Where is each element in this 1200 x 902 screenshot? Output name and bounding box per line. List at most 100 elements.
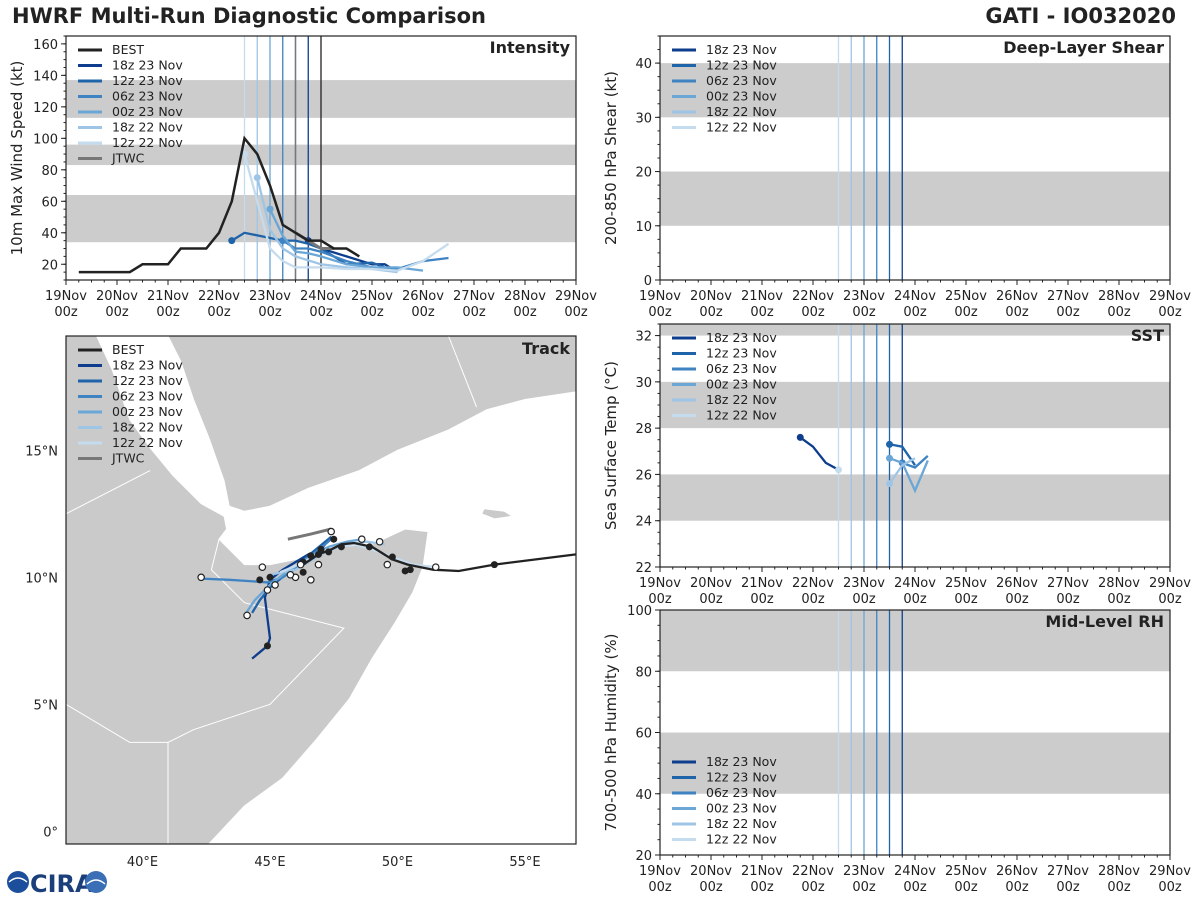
y-tick-label: 30 [635,376,652,391]
forecast-track [251,535,333,660]
x-tick-label: 29Nov [1149,864,1191,879]
legend-label: 18z 23 Nov [112,58,183,73]
x-tick-label: 24Nov [894,864,936,879]
x-tick-label: 27Nov [1047,289,1089,304]
chart-title: Track [522,339,570,358]
y-tick-label: 40 [635,788,652,803]
y-tick-label: 28 [635,422,652,437]
x-tick-label: 00z [852,305,876,320]
x-tick-label: 00z [1005,880,1029,895]
x-tick-label: 25Nov [945,289,987,304]
x-tick-label: 25Nov [351,289,393,304]
legend-label: 18z 23 Nov [706,42,777,57]
x-tick-label: 29Nov [555,289,597,304]
forecast-line [888,457,916,485]
y-tick-label: 20 [635,849,652,864]
track-point-open [243,611,251,620]
legend-label: BEST [112,42,144,57]
legend-label: JTWC [111,451,145,466]
x-tick-label: 00z [513,305,537,320]
x-tick-label: 00z [1005,305,1029,320]
arabian-land [66,335,577,512]
forecast-line [231,231,386,269]
forecast-start-point [228,237,236,245]
border-line [448,335,478,408]
x-tick-label: 26Nov [996,864,1038,879]
legend-label: 12z 23 Nov [706,346,777,361]
legend-label: BEST [112,342,144,357]
x-tick-label: 00z [954,880,978,895]
track-point-filled [317,545,325,553]
track-point-open [286,570,295,579]
x-tick-label: 00z [699,880,723,895]
y-tick-label: 10°N [25,571,58,586]
shear-plot-area [660,36,1170,280]
track-point-open [314,560,323,569]
x-tick-label: 45°E [254,855,285,870]
x-tick-label: 28Nov [1098,289,1140,304]
x-tick-label: 00z [54,305,78,320]
x-tick-label: 28Nov [1098,576,1140,591]
logo-text: CIRA [30,870,94,898]
x-tick-label: 25Nov [945,864,987,879]
y-tick-label: 100 [627,604,652,619]
track-point-filled [337,543,345,551]
legend-label: 06z 23 Nov [112,389,183,404]
x-tick-label: 00z [801,305,825,320]
ocean [66,336,576,844]
x-tick-label: 00z [564,305,588,320]
y-tick-label: 15°N [25,444,58,459]
track-point-open [271,581,279,589]
track-point-filled [314,550,322,558]
x-tick-label: 23Nov [843,576,885,591]
y-tick-label: 0° [43,825,58,840]
legend-label: 06z 23 Nov [706,785,777,800]
y-tick-label: 26 [635,468,652,483]
legend-label: 18z 22 Nov [706,104,777,119]
chart-title: Deep-Layer Shear [1003,38,1164,57]
border-line [180,462,227,512]
track-point-open [306,576,315,584]
legend-label: 18z 23 Nov [112,358,183,373]
x-tick-label: 00z [903,305,927,320]
climatology-band [660,324,1170,336]
legend-label: 18z 23 Nov [706,330,777,345]
track-point-filled [388,553,396,561]
storm-title: GATI - IO032020 [985,4,1176,28]
climatology-band [660,610,1170,672]
x-tick-label: 00z [1107,592,1131,607]
legend-label: 12z 23 Nov [112,73,183,88]
sst-frame [659,323,1171,568]
legend-label: 12z 23 Nov [112,373,183,388]
legend-label: 18z 22 Nov [112,420,183,435]
climatology-band [660,474,1170,521]
climatology-band [660,732,1170,794]
y-tick-label: 60 [635,727,652,742]
x-tick-label: 00z [1107,305,1131,320]
x-tick-label: 00z [750,305,774,320]
climatology-band [660,381,1170,429]
shear-frame [659,35,1171,281]
x-tick-label: 00z [1056,880,1080,895]
x-tick-label: 00z [648,592,672,607]
track-point-filled [263,642,271,650]
track-point-filled [401,567,409,575]
x-tick-label: 00z [258,305,282,320]
climatology-band [66,194,576,243]
best-track-line [78,135,360,274]
y-tick-label: 22 [635,561,652,576]
legend-label: JTWC [111,151,145,166]
x-tick-label: 00z [1158,592,1182,607]
y-tick-label: 80 [41,164,58,179]
forecast-track [279,543,436,574]
forecast-track [201,538,332,584]
x-tick-label: 19Nov [45,289,87,304]
climatology-band [66,80,576,118]
forecast-start-point [898,459,906,467]
x-tick-label: 00z [954,592,978,607]
forecast-start-point [241,150,248,158]
forecast-line [307,239,399,274]
track-point-filled [406,566,414,574]
jtwc-track [287,527,332,541]
